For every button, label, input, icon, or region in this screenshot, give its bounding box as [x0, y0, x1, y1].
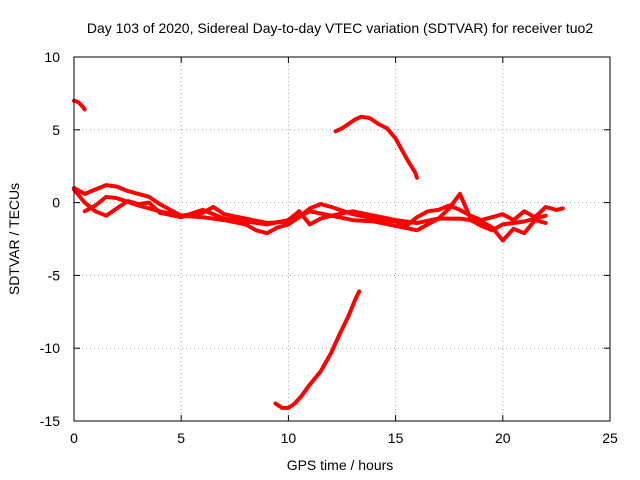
- tick-label-layer: 0 5 10 15 20 25 -15 -10 -5 0 5 10: [40, 49, 618, 446]
- chart-title: Day 103 of 2020, Sidereal Day-to-day VTE…: [87, 20, 594, 36]
- tick-layer: [73, 56, 611, 422]
- series-arc-high-mid: [333, 114, 419, 180]
- x-tick-label: 5: [177, 430, 185, 446]
- x-tick-label: 20: [495, 430, 511, 446]
- series-band-c: [82, 194, 548, 233]
- y-tick-label: -5: [48, 267, 61, 283]
- plot-frame: [73, 56, 611, 422]
- x-tick-label: 10: [281, 430, 297, 446]
- y-tick-label: 5: [52, 122, 60, 138]
- grid-layer: [74, 57, 610, 421]
- y-tick-label: -10: [40, 340, 60, 356]
- x-tick-label: 15: [388, 430, 404, 446]
- series-arc-low-mid: [273, 289, 362, 410]
- x-tick-label: 25: [602, 430, 618, 446]
- series-band-a: [72, 183, 565, 236]
- y-tick-label: 10: [44, 49, 60, 65]
- x-tick-label: 0: [70, 430, 78, 446]
- x-axis-label: GPS time / hours: [287, 457, 394, 473]
- series-arc-high-start: [72, 98, 87, 112]
- y-tick-label: -15: [40, 413, 60, 429]
- y-axis-label: SDTVAR / TECUs: [6, 183, 22, 295]
- series-layer: [72, 98, 565, 410]
- y-tick-label: 0: [52, 195, 60, 211]
